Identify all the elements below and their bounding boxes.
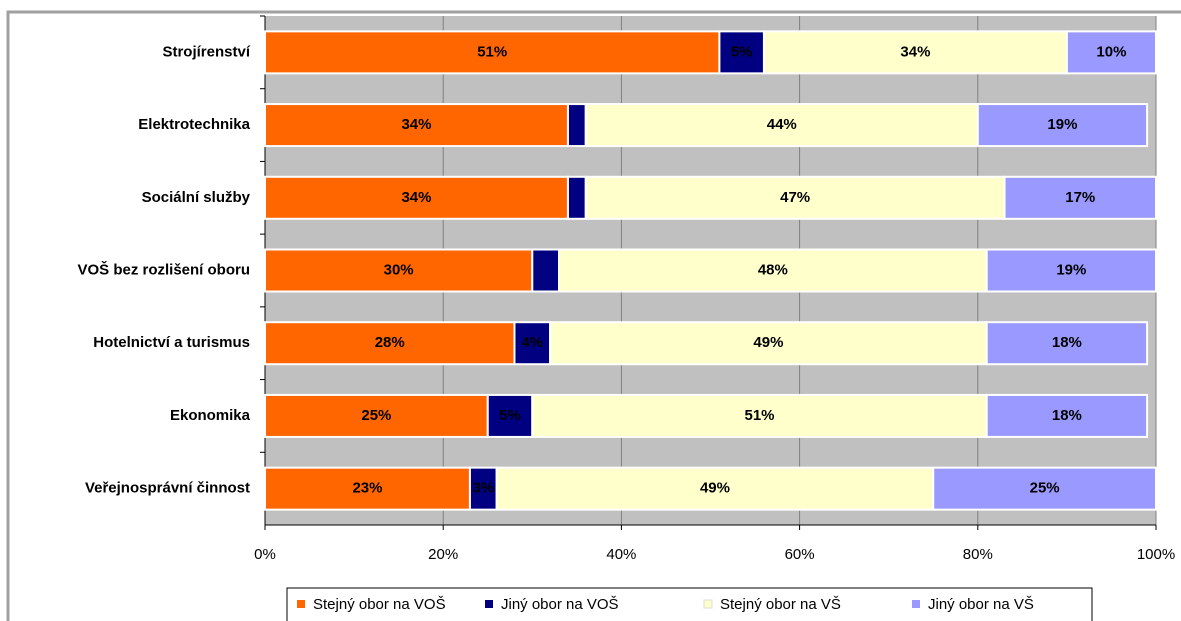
bar-segment xyxy=(495,466,935,511)
legend-label: Jiný obor na VOŠ xyxy=(501,596,619,613)
legend-label: Stejný obor na VOŠ xyxy=(313,596,446,613)
bar-segment xyxy=(1065,30,1158,75)
data-label: 34% xyxy=(900,43,930,60)
data-label: 51% xyxy=(744,407,774,424)
data-label: 3% xyxy=(472,480,494,497)
data-label: 19% xyxy=(1056,261,1086,278)
y-tick-label: Strojírenství xyxy=(162,43,250,60)
legend-swatch xyxy=(703,599,713,609)
bar-segment xyxy=(468,466,498,511)
bar-segment xyxy=(531,248,561,293)
data-label: 25% xyxy=(1030,480,1060,497)
y-tick-label: VOŠ bez rozlišení oboru xyxy=(77,260,250,278)
x-tick-label: 20% xyxy=(428,546,458,563)
y-tick-label: Elektrotechnika xyxy=(138,116,250,133)
y-tick-label: Hotelnictví a turismus xyxy=(93,334,250,351)
bar-segment xyxy=(566,175,587,220)
data-label: 18% xyxy=(1052,407,1082,424)
bar-segment xyxy=(976,103,1149,148)
legend-label: Jiný obor na VŠ xyxy=(928,596,1034,613)
data-label: 17% xyxy=(1065,189,1095,206)
data-label: 44% xyxy=(767,116,797,133)
data-label: 19% xyxy=(1047,116,1077,133)
bar-segment xyxy=(531,393,988,438)
data-label: 4% xyxy=(521,334,543,351)
x-tick-label: 40% xyxy=(606,546,636,563)
data-label: 49% xyxy=(700,480,730,497)
x-tick-label: 100% xyxy=(1137,546,1175,563)
bar-segment xyxy=(566,103,587,148)
x-tick-label: 0% xyxy=(254,546,276,563)
data-label: 28% xyxy=(375,334,405,351)
legend-swatch xyxy=(297,600,305,608)
data-label: 18% xyxy=(1052,334,1082,351)
legend-label: Stejný obor na VŠ xyxy=(720,596,841,613)
data-label: 25% xyxy=(361,407,391,424)
bar-segment xyxy=(264,466,471,511)
data-label: 34% xyxy=(401,116,431,133)
data-label: 23% xyxy=(352,480,382,497)
data-label: 34% xyxy=(401,189,431,206)
legend-box xyxy=(286,587,1093,621)
bar-segment xyxy=(264,30,721,75)
bar-segment xyxy=(264,321,516,366)
data-label: 5% xyxy=(731,43,753,60)
data-label: 48% xyxy=(758,261,788,278)
bar-segment xyxy=(985,393,1149,438)
bar-segment xyxy=(1003,175,1158,220)
data-label: 47% xyxy=(780,189,810,206)
bar-segment xyxy=(549,321,988,366)
legend-swatch xyxy=(485,600,493,608)
bar-segment xyxy=(985,321,1149,366)
x-tick-label: 80% xyxy=(963,546,993,563)
bar-segment xyxy=(558,248,988,293)
data-label: 5% xyxy=(499,407,521,424)
data-label: 51% xyxy=(477,43,507,60)
bar-segment xyxy=(932,466,1157,511)
y-tick-label: Ekonomika xyxy=(170,407,251,424)
bar-segment xyxy=(264,248,534,293)
data-label: 30% xyxy=(384,261,414,278)
x-tick-label: 60% xyxy=(785,546,815,563)
y-tick-label: Sociální služby xyxy=(142,189,251,206)
bar-segment xyxy=(985,248,1158,293)
bar-segment xyxy=(584,175,1006,220)
bar-segment xyxy=(584,103,979,148)
bar-segment xyxy=(762,30,1068,75)
bar-segment xyxy=(718,30,765,75)
bar-segment xyxy=(264,103,569,148)
y-tick-label: Veřejnosprávní činnost xyxy=(85,480,250,497)
data-label: 49% xyxy=(753,334,783,351)
bar-segment xyxy=(264,393,489,438)
data-label: 10% xyxy=(1096,43,1126,60)
legend-swatch xyxy=(912,600,920,608)
